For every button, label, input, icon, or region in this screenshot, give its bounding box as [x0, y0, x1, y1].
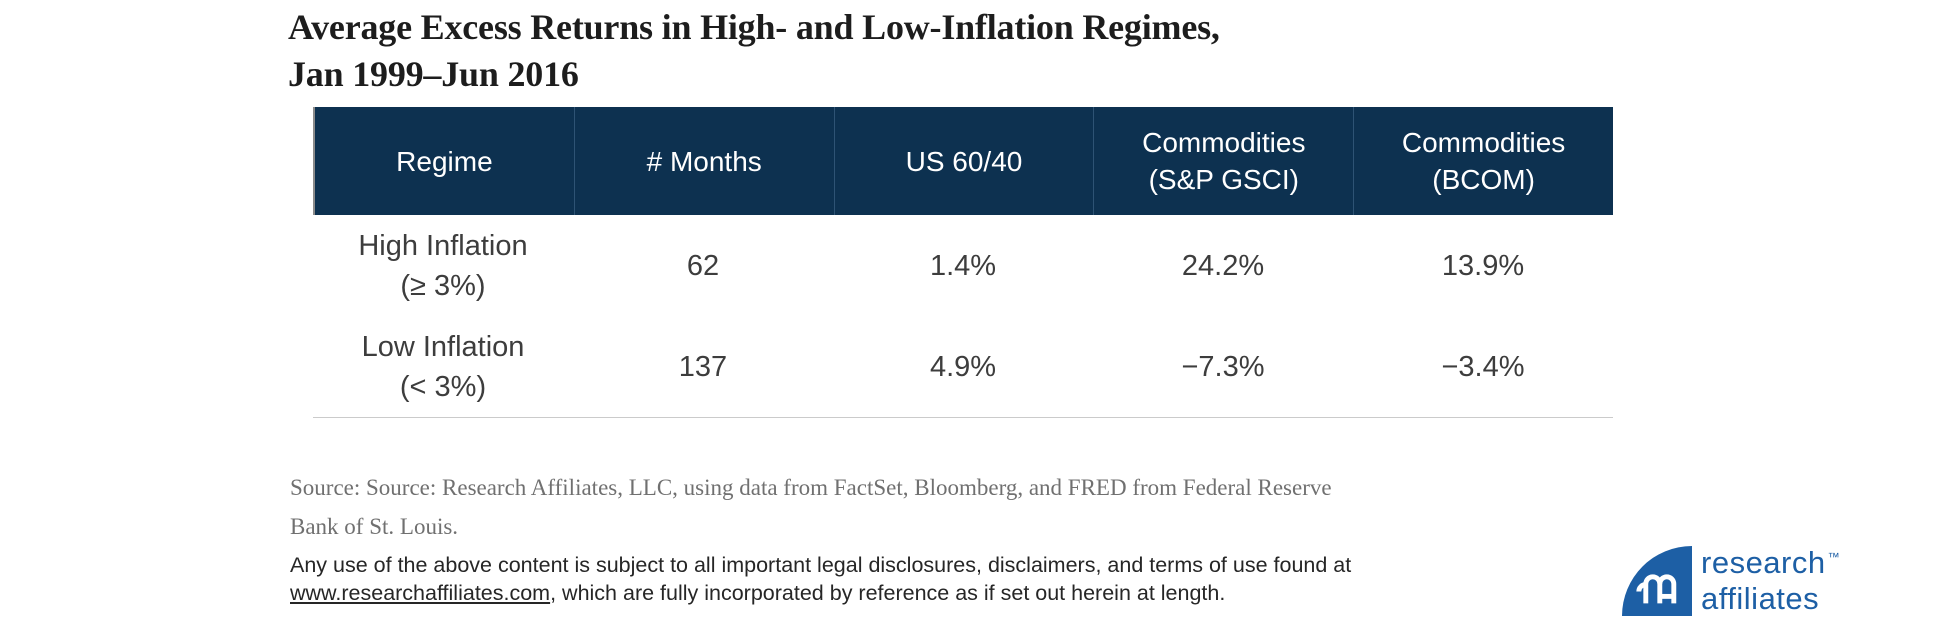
table-row-low-inflation: Low Inflation (< 3%) 137 4.9% −7.3% −3.4…	[313, 316, 1613, 417]
column-header-gsci: Commodities (S&P GSCI)	[1093, 107, 1353, 215]
cell-regime: Low Inflation (< 3%)	[361, 330, 525, 403]
column-header-bcom: Commodities (BCOM)	[1353, 107, 1613, 215]
trademark-symbol: ™	[1827, 550, 1840, 564]
chart-title: Average Excess Returns in High- and Low-…	[288, 7, 1220, 94]
logo-wordmark: research ™ affiliates	[1701, 545, 1840, 616]
column-header-us6040: US 60/40	[833, 107, 1094, 215]
researchaffiliates-link[interactable]: www.researchaffiliates.com	[290, 581, 551, 605]
logo-word-affiliates: affiliates	[1701, 581, 1820, 616]
disclaimer-line2: , which are fully incorporated by refere…	[550, 581, 1226, 605]
cell-gsci: 24.2%	[1181, 249, 1265, 282]
disclaimer-line1: Any use of the above content is subject …	[290, 553, 1352, 577]
cell-gsci: −7.3%	[1181, 350, 1265, 383]
cell-us6040: 1.4%	[929, 249, 997, 282]
table-row-high-inflation: High Inflation (≥ 3%) 62 1.4% 24.2% 13.9…	[313, 215, 1613, 316]
column-header-regime: Regime	[396, 145, 493, 177]
ra-monogram-icon	[1622, 546, 1692, 616]
cell-bcom: 13.9%	[1441, 249, 1525, 282]
cell-regime: High Inflation (≥ 3%)	[358, 229, 528, 302]
table-body: High Inflation (≥ 3%) 62 1.4% 24.2% 13.9…	[313, 215, 1613, 418]
table-header-row: Regime # Months US 60/40 Commodities (S&…	[313, 107, 1613, 215]
research-affiliates-logo: research ™ affiliates	[1622, 545, 1840, 616]
returns-table: Regime # Months US 60/40 Commodities (S&…	[313, 107, 1613, 418]
cell-months: 62	[686, 249, 720, 282]
cell-months: 137	[678, 350, 728, 383]
logo-word-research: research	[1701, 545, 1826, 580]
cell-bcom: −3.4%	[1441, 350, 1525, 383]
cell-us6040: 4.9%	[929, 350, 997, 383]
legal-disclaimer: Any use of the above content is subject …	[290, 551, 1351, 607]
source-note: Source: Source: Research Affiliates, LLC…	[290, 475, 1332, 539]
column-header-months: # Months	[573, 107, 834, 215]
